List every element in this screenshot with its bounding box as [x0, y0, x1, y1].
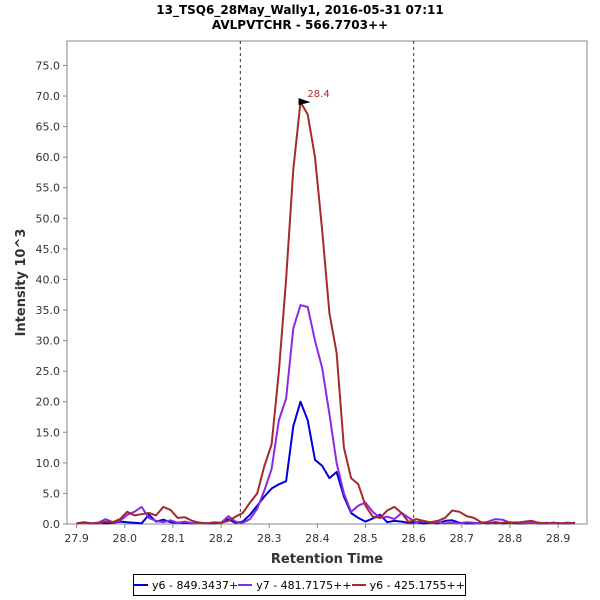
- y-tick-label: 0.0: [43, 518, 61, 531]
- y-tick-label: 10.0: [36, 457, 61, 470]
- peak-arrow-icon: [298, 98, 311, 106]
- chart-title: 13_TSQ6_28May_Wally1, 2016-05-31 07:11: [156, 3, 444, 17]
- legend-label: y6 - 425.1755++: [369, 578, 465, 592]
- x-tick-label: 27.9: [64, 532, 89, 545]
- y-tick-label: 60.0: [36, 151, 61, 164]
- legend-swatch: [238, 584, 253, 586]
- y-tick-label: 25.0: [36, 365, 61, 378]
- y-tick-label: 45.0: [36, 243, 61, 256]
- x-tick-label: 28.9: [546, 532, 571, 545]
- x-tick-label: 28.5: [353, 532, 378, 545]
- y-tick-label: 55.0: [36, 182, 61, 195]
- y-tick-label: 75.0: [36, 59, 61, 72]
- legend-label: y7 - 481.7175++: [256, 578, 352, 592]
- x-axis-label: Retention Time: [271, 552, 383, 567]
- x-tick-label: 28.0: [113, 532, 138, 545]
- x-tick-label: 28.6: [401, 532, 426, 545]
- y-tick-label: 5.0: [43, 487, 61, 500]
- chart-legend: y6 - 849.3437+ y7 - 481.7175++ y6 - 425.17…: [133, 574, 466, 596]
- y-tick-label: 65.0: [36, 121, 61, 134]
- y-tick-label: 35.0: [36, 304, 61, 317]
- legend-swatch: [134, 584, 148, 586]
- y-tick-label: 40.0: [36, 273, 61, 286]
- x-tick-label: 28.1: [161, 532, 186, 545]
- chart-subtitle: AVLPVTCHR - 566.7703++: [211, 18, 389, 32]
- chromatogram-chart: 0.0 5.0 10.0 15.0 20.0 25.0 30.0 35.0 40.0 45.0 50…: [14, 40, 588, 567]
- x-tick-label: 28.2: [209, 532, 234, 545]
- y-tick-label: 20.0: [36, 396, 61, 409]
- y-axis-label: Intensity 10^3: [14, 229, 29, 337]
- x-tick-label: 28.4: [305, 532, 330, 545]
- x-tick-label: 28.7: [450, 532, 475, 545]
- y-tick-label: 70.0: [36, 90, 61, 103]
- legend-label: y6 - 849.3437+: [152, 578, 239, 592]
- legend-swatch: [351, 584, 366, 586]
- y-tick-label: 30.0: [36, 335, 61, 348]
- x-tick-label: 28.8: [498, 532, 523, 545]
- peak-label: 28.4: [307, 89, 329, 100]
- legend-item: y7 - 481.7175++: [238, 578, 352, 592]
- y-tick-label: 15.0: [36, 426, 61, 439]
- series-y7-481: [76, 304, 576, 525]
- y-tick-label: 50.0: [36, 212, 61, 225]
- legend-item: y6 - 849.3437+: [134, 579, 238, 592]
- x-tick-label: 28.3: [257, 532, 282, 545]
- series-y6-425: [76, 101, 576, 525]
- legend-item: y6 - 425.1755++: [351, 578, 465, 592]
